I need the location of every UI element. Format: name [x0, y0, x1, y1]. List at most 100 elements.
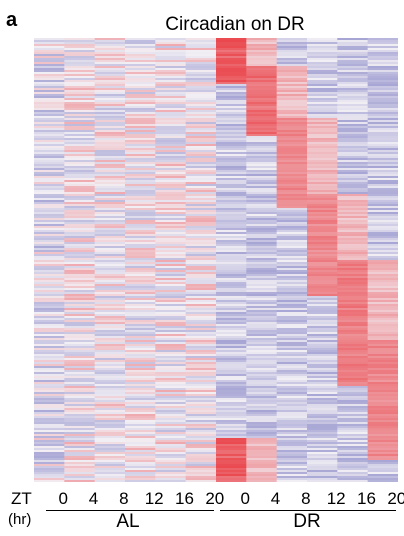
- heatmap-cell: [94, 454, 126, 457]
- heatmap-cell: [125, 228, 156, 231]
- heatmap-cell: [155, 124, 187, 127]
- heatmap-cell: [64, 230, 96, 233]
- heatmap-cell: [367, 344, 398, 347]
- heatmap-cell: [367, 278, 398, 281]
- heatmap-cell: [307, 120, 338, 123]
- heatmap-cell: [94, 372, 126, 375]
- heatmap-cell: [94, 90, 126, 93]
- heatmap-cell: [64, 448, 96, 451]
- heatmap-cell: [64, 248, 96, 251]
- heatmap-cell: [64, 432, 96, 435]
- heatmap-cell: [216, 446, 247, 449]
- heatmap-cell: [185, 190, 217, 193]
- heatmap-cell: [155, 424, 187, 427]
- heatmap-cell: [94, 358, 126, 361]
- heatmap-cell: [276, 340, 308, 343]
- heatmap-cell: [34, 480, 65, 482]
- heatmap-cell: [155, 412, 187, 415]
- heatmap-cell: [367, 448, 398, 451]
- heatmap-cell: [34, 468, 65, 471]
- heatmap-cell: [216, 106, 247, 109]
- heatmap-cell: [185, 400, 217, 403]
- heatmap-cell: [276, 360, 308, 363]
- heatmap-cell: [185, 390, 217, 393]
- heatmap-cell: [337, 302, 369, 305]
- heatmap-cell: [276, 462, 308, 465]
- heatmap-cell: [337, 188, 369, 191]
- heatmap-cell: [367, 248, 398, 251]
- heatmap-cell: [246, 68, 278, 71]
- heatmap-cell: [94, 80, 126, 83]
- heatmap-cell: [185, 450, 217, 453]
- heatmap-cell: [276, 128, 308, 131]
- heatmap-cell: [64, 260, 96, 263]
- heatmap-cell: [307, 138, 338, 141]
- heatmap-cell: [276, 250, 308, 253]
- heatmap-cell: [34, 378, 65, 381]
- heatmap-cell: [307, 464, 338, 467]
- heatmap-cell: [125, 438, 156, 441]
- heatmap-cell: [185, 388, 217, 391]
- heatmap-cell: [276, 58, 308, 61]
- heatmap-cell: [246, 282, 278, 285]
- heatmap-cell: [337, 70, 369, 73]
- heatmap-cell: [307, 284, 338, 287]
- heatmap-cell: [307, 400, 338, 403]
- heatmap-cell: [34, 228, 65, 231]
- heatmap-cell: [155, 276, 187, 279]
- heatmap-cell: [216, 396, 247, 399]
- heatmap-cell: [216, 302, 247, 305]
- heatmap-cell: [94, 56, 126, 59]
- heatmap-column-DR-zt4: [246, 38, 278, 482]
- heatmap-cell: [337, 68, 369, 71]
- heatmap-cell: [185, 318, 217, 321]
- heatmap-cell: [307, 472, 338, 475]
- heatmap-cell: [94, 150, 126, 153]
- heatmap-cell: [64, 364, 96, 367]
- heatmap-cell: [64, 354, 96, 357]
- heatmap-cell: [64, 462, 96, 465]
- heatmap-cell: [307, 164, 338, 167]
- heatmap-cell: [64, 342, 96, 345]
- heatmap-cell: [34, 436, 65, 439]
- heatmap-cell: [185, 380, 217, 383]
- heatmap-cell: [64, 320, 96, 323]
- heatmap-cell: [34, 56, 65, 59]
- heatmap-cell: [64, 444, 96, 447]
- heatmap-cell: [64, 294, 96, 297]
- heatmap-cell: [367, 58, 398, 61]
- heatmap-cell: [276, 80, 308, 83]
- heatmap-cell: [34, 242, 65, 245]
- heatmap-cell: [185, 186, 217, 189]
- heatmap-cell: [246, 124, 278, 127]
- heatmap-cell: [337, 196, 369, 199]
- heatmap-cell: [337, 146, 369, 149]
- heatmap-cell: [64, 464, 96, 467]
- heatmap-cell: [246, 326, 278, 329]
- heatmap-cell: [276, 82, 308, 85]
- heatmap-cell: [64, 414, 96, 417]
- heatmap-cell: [216, 170, 247, 173]
- heatmap-cell: [276, 44, 308, 47]
- heatmap-cell: [125, 356, 156, 359]
- heatmap-cell: [125, 250, 156, 253]
- heatmap-cell: [337, 154, 369, 157]
- heatmap-cell: [125, 332, 156, 335]
- heatmap-cell: [216, 378, 247, 381]
- heatmap-cell: [155, 458, 187, 461]
- heatmap-cell: [367, 182, 398, 185]
- heatmap-cell: [246, 252, 278, 255]
- heatmap-cell: [125, 144, 156, 147]
- heatmap-cell: [125, 52, 156, 55]
- heatmap-cell: [185, 214, 217, 217]
- heatmap-cell: [276, 320, 308, 323]
- heatmap-cell: [94, 328, 126, 331]
- heatmap-cell: [34, 104, 65, 107]
- heatmap-cell: [246, 458, 278, 461]
- heatmap-cell: [246, 90, 278, 93]
- heatmap-cell: [337, 136, 369, 139]
- heatmap-cell: [185, 58, 217, 61]
- heatmap-cell: [216, 380, 247, 383]
- heatmap-cell: [125, 234, 156, 237]
- heatmap-cell: [216, 72, 247, 75]
